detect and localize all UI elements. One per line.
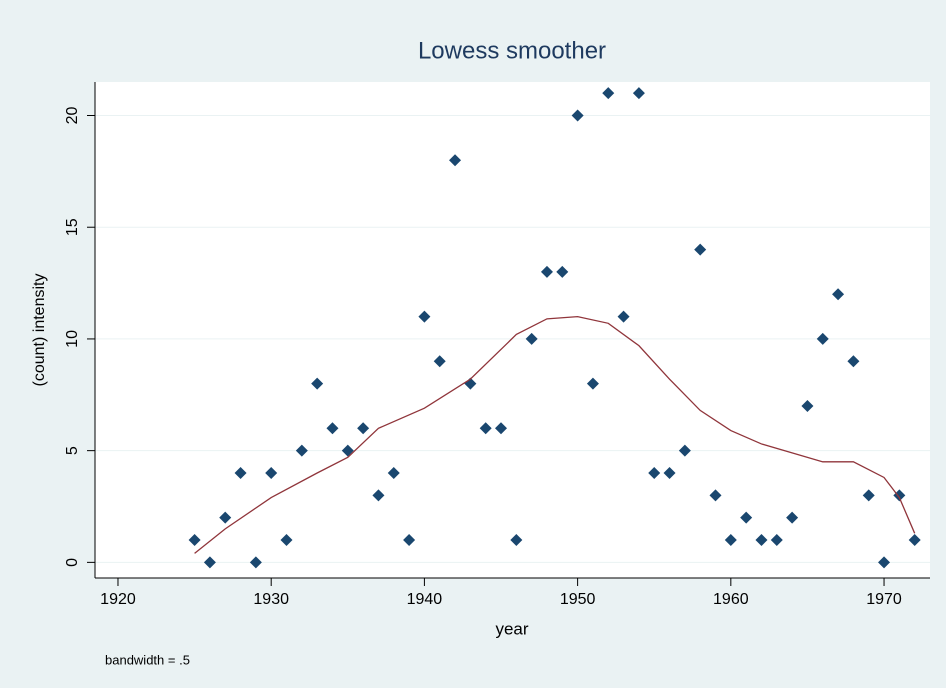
point	[893, 489, 906, 502]
point	[586, 377, 599, 390]
point	[326, 422, 339, 435]
y-tick-label: 20	[64, 107, 81, 125]
plot-area	[95, 82, 930, 578]
point	[265, 466, 278, 479]
point	[433, 355, 446, 368]
y-tick-label: 15	[64, 218, 81, 236]
point	[663, 466, 676, 479]
lowess-line	[194, 315, 916, 554]
x-axis-label: year	[495, 619, 528, 638]
point	[449, 154, 462, 167]
point	[495, 422, 508, 435]
x-tick-label: 1920	[100, 591, 136, 608]
x-tick-label: 1940	[407, 591, 443, 608]
point	[908, 534, 921, 547]
point	[372, 489, 385, 502]
chart-title: Lowess smoother	[418, 37, 606, 64]
point	[357, 422, 370, 435]
point	[755, 534, 768, 547]
x-tick-label: 1950	[560, 591, 596, 608]
y-axis-label: (count) intensity	[31, 274, 48, 387]
point	[724, 534, 737, 547]
y-tick-label: 10	[64, 330, 81, 348]
point	[632, 87, 645, 100]
point	[694, 243, 707, 256]
point	[571, 109, 584, 122]
x-tick-label: 1930	[253, 591, 289, 608]
point	[525, 332, 538, 345]
point	[847, 355, 860, 368]
point	[878, 556, 891, 569]
note: bandwidth = .5	[105, 652, 190, 667]
point	[786, 511, 799, 524]
point	[617, 310, 630, 323]
point	[648, 466, 661, 479]
point	[234, 466, 247, 479]
point	[540, 265, 553, 278]
point	[479, 422, 492, 435]
point	[387, 466, 400, 479]
point	[295, 444, 308, 457]
point	[219, 511, 232, 524]
point	[188, 534, 201, 547]
point	[816, 332, 829, 345]
x-tick-label: 1970	[866, 591, 902, 608]
point	[403, 534, 416, 547]
point	[770, 534, 783, 547]
point	[510, 534, 523, 547]
point	[602, 87, 615, 100]
point	[280, 534, 293, 547]
point	[556, 265, 569, 278]
point	[249, 556, 262, 569]
point	[801, 399, 814, 412]
point	[709, 489, 722, 502]
point	[862, 489, 875, 502]
point	[832, 288, 845, 301]
point	[311, 377, 324, 390]
y-tick-label: 0	[64, 558, 81, 567]
point	[740, 511, 753, 524]
point	[418, 310, 431, 323]
x-tick-label: 1960	[713, 591, 749, 608]
y-tick-label: 5	[64, 446, 81, 455]
point	[203, 556, 216, 569]
point	[678, 444, 691, 457]
